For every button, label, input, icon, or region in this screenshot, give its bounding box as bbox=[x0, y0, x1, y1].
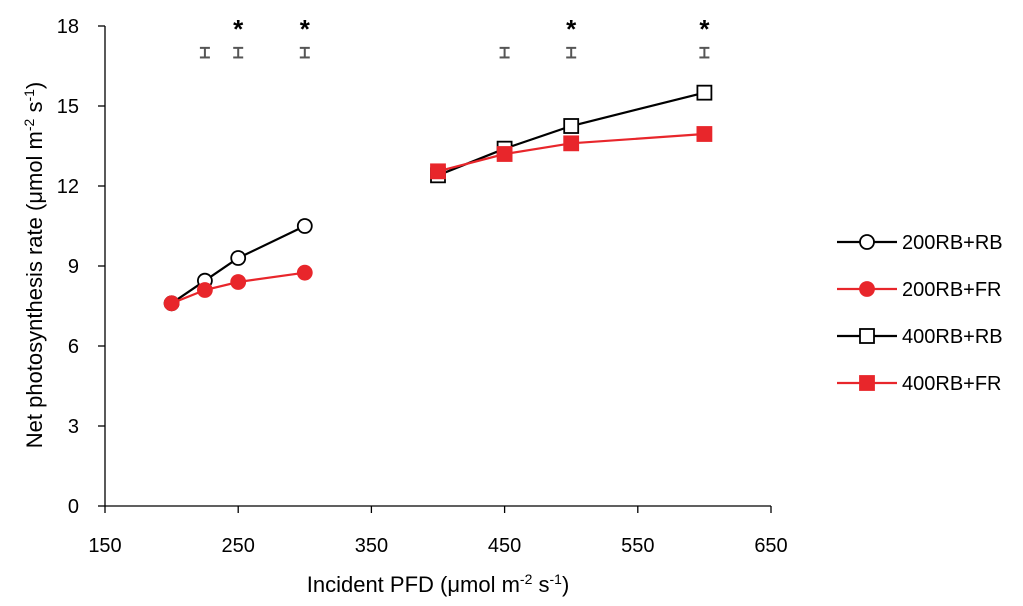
x-tick-label: 350 bbox=[355, 535, 388, 557]
legend-item: 200RB+RB bbox=[837, 232, 1003, 254]
legend-label: 200RB+FR bbox=[902, 279, 1002, 301]
error-bar bbox=[199, 46, 210, 59]
significance-star: * bbox=[233, 14, 244, 44]
legend-label: 400RB+FR bbox=[902, 373, 1002, 395]
error-bars bbox=[199, 46, 710, 59]
y-tick-label: 3 bbox=[68, 416, 79, 438]
series-200rb-rb bbox=[163, 218, 313, 312]
data-point bbox=[230, 274, 247, 290]
series-200rb-fr bbox=[163, 264, 313, 312]
series-line bbox=[171, 271, 305, 305]
x-tick-label: 450 bbox=[488, 535, 521, 557]
legend-marker bbox=[859, 234, 875, 250]
y-tick-label: 9 bbox=[68, 256, 79, 278]
error-bar bbox=[299, 46, 310, 59]
y-axis-title: Net photosynthesis rate (μmol m-2 s-1) bbox=[21, 82, 47, 449]
x-tick-label: 250 bbox=[222, 535, 255, 557]
data-point bbox=[496, 146, 513, 162]
data-point bbox=[163, 295, 180, 312]
series-line bbox=[437, 91, 705, 177]
significance-star: * bbox=[566, 14, 577, 44]
legend-marker bbox=[859, 375, 875, 391]
legend-item: 400RB+FR bbox=[837, 373, 1002, 395]
x-axis-title: Incident PFD (μmol m-2 s-1) bbox=[307, 571, 570, 597]
error-bar bbox=[233, 46, 244, 59]
legend-label: 400RB+RB bbox=[902, 326, 1003, 348]
legend-item: 400RB+RB bbox=[837, 326, 1003, 348]
data-point bbox=[230, 250, 247, 266]
x-tick-label: 650 bbox=[754, 535, 787, 557]
legend-marker bbox=[859, 328, 875, 344]
data-point bbox=[296, 264, 313, 281]
plot-area bbox=[163, 84, 713, 312]
legend-marker bbox=[859, 281, 875, 297]
legend: 200RB+RB 200RB+FR 400RB+RB 400RB+FR bbox=[837, 232, 1003, 395]
data-point bbox=[563, 135, 580, 152]
error-bar bbox=[499, 46, 510, 59]
series-400rb-fr bbox=[430, 126, 713, 180]
y-tick-label: 0 bbox=[68, 496, 79, 518]
series-400rb-rb bbox=[430, 84, 713, 184]
data-point bbox=[430, 163, 446, 180]
error-bar bbox=[566, 46, 577, 59]
y-tick-label: 15 bbox=[57, 96, 79, 118]
y-tick-label: 12 bbox=[57, 176, 79, 198]
error-bar bbox=[699, 46, 710, 59]
legend-item: 200RB+FR bbox=[837, 279, 1002, 301]
data-point bbox=[296, 218, 313, 234]
significance-star: * bbox=[699, 14, 710, 44]
series-line bbox=[170, 225, 306, 305]
x-tick-label: 150 bbox=[88, 535, 121, 557]
data-point bbox=[196, 282, 213, 298]
legend-label: 200RB+RB bbox=[902, 232, 1003, 254]
series-line bbox=[437, 132, 705, 173]
data-point bbox=[563, 118, 580, 134]
ticks: 0 3 6 9 12 15 18 150 250 350 450 550 650 bbox=[57, 16, 788, 557]
y-tick-label: 6 bbox=[68, 336, 79, 358]
x-tick-label: 550 bbox=[621, 535, 654, 557]
significance-star: * bbox=[300, 14, 311, 44]
significance-markers: * * * * bbox=[233, 14, 710, 44]
axes bbox=[104, 26, 771, 507]
data-point bbox=[696, 126, 713, 142]
data-point bbox=[696, 84, 713, 101]
y-tick-label: 18 bbox=[57, 16, 79, 38]
